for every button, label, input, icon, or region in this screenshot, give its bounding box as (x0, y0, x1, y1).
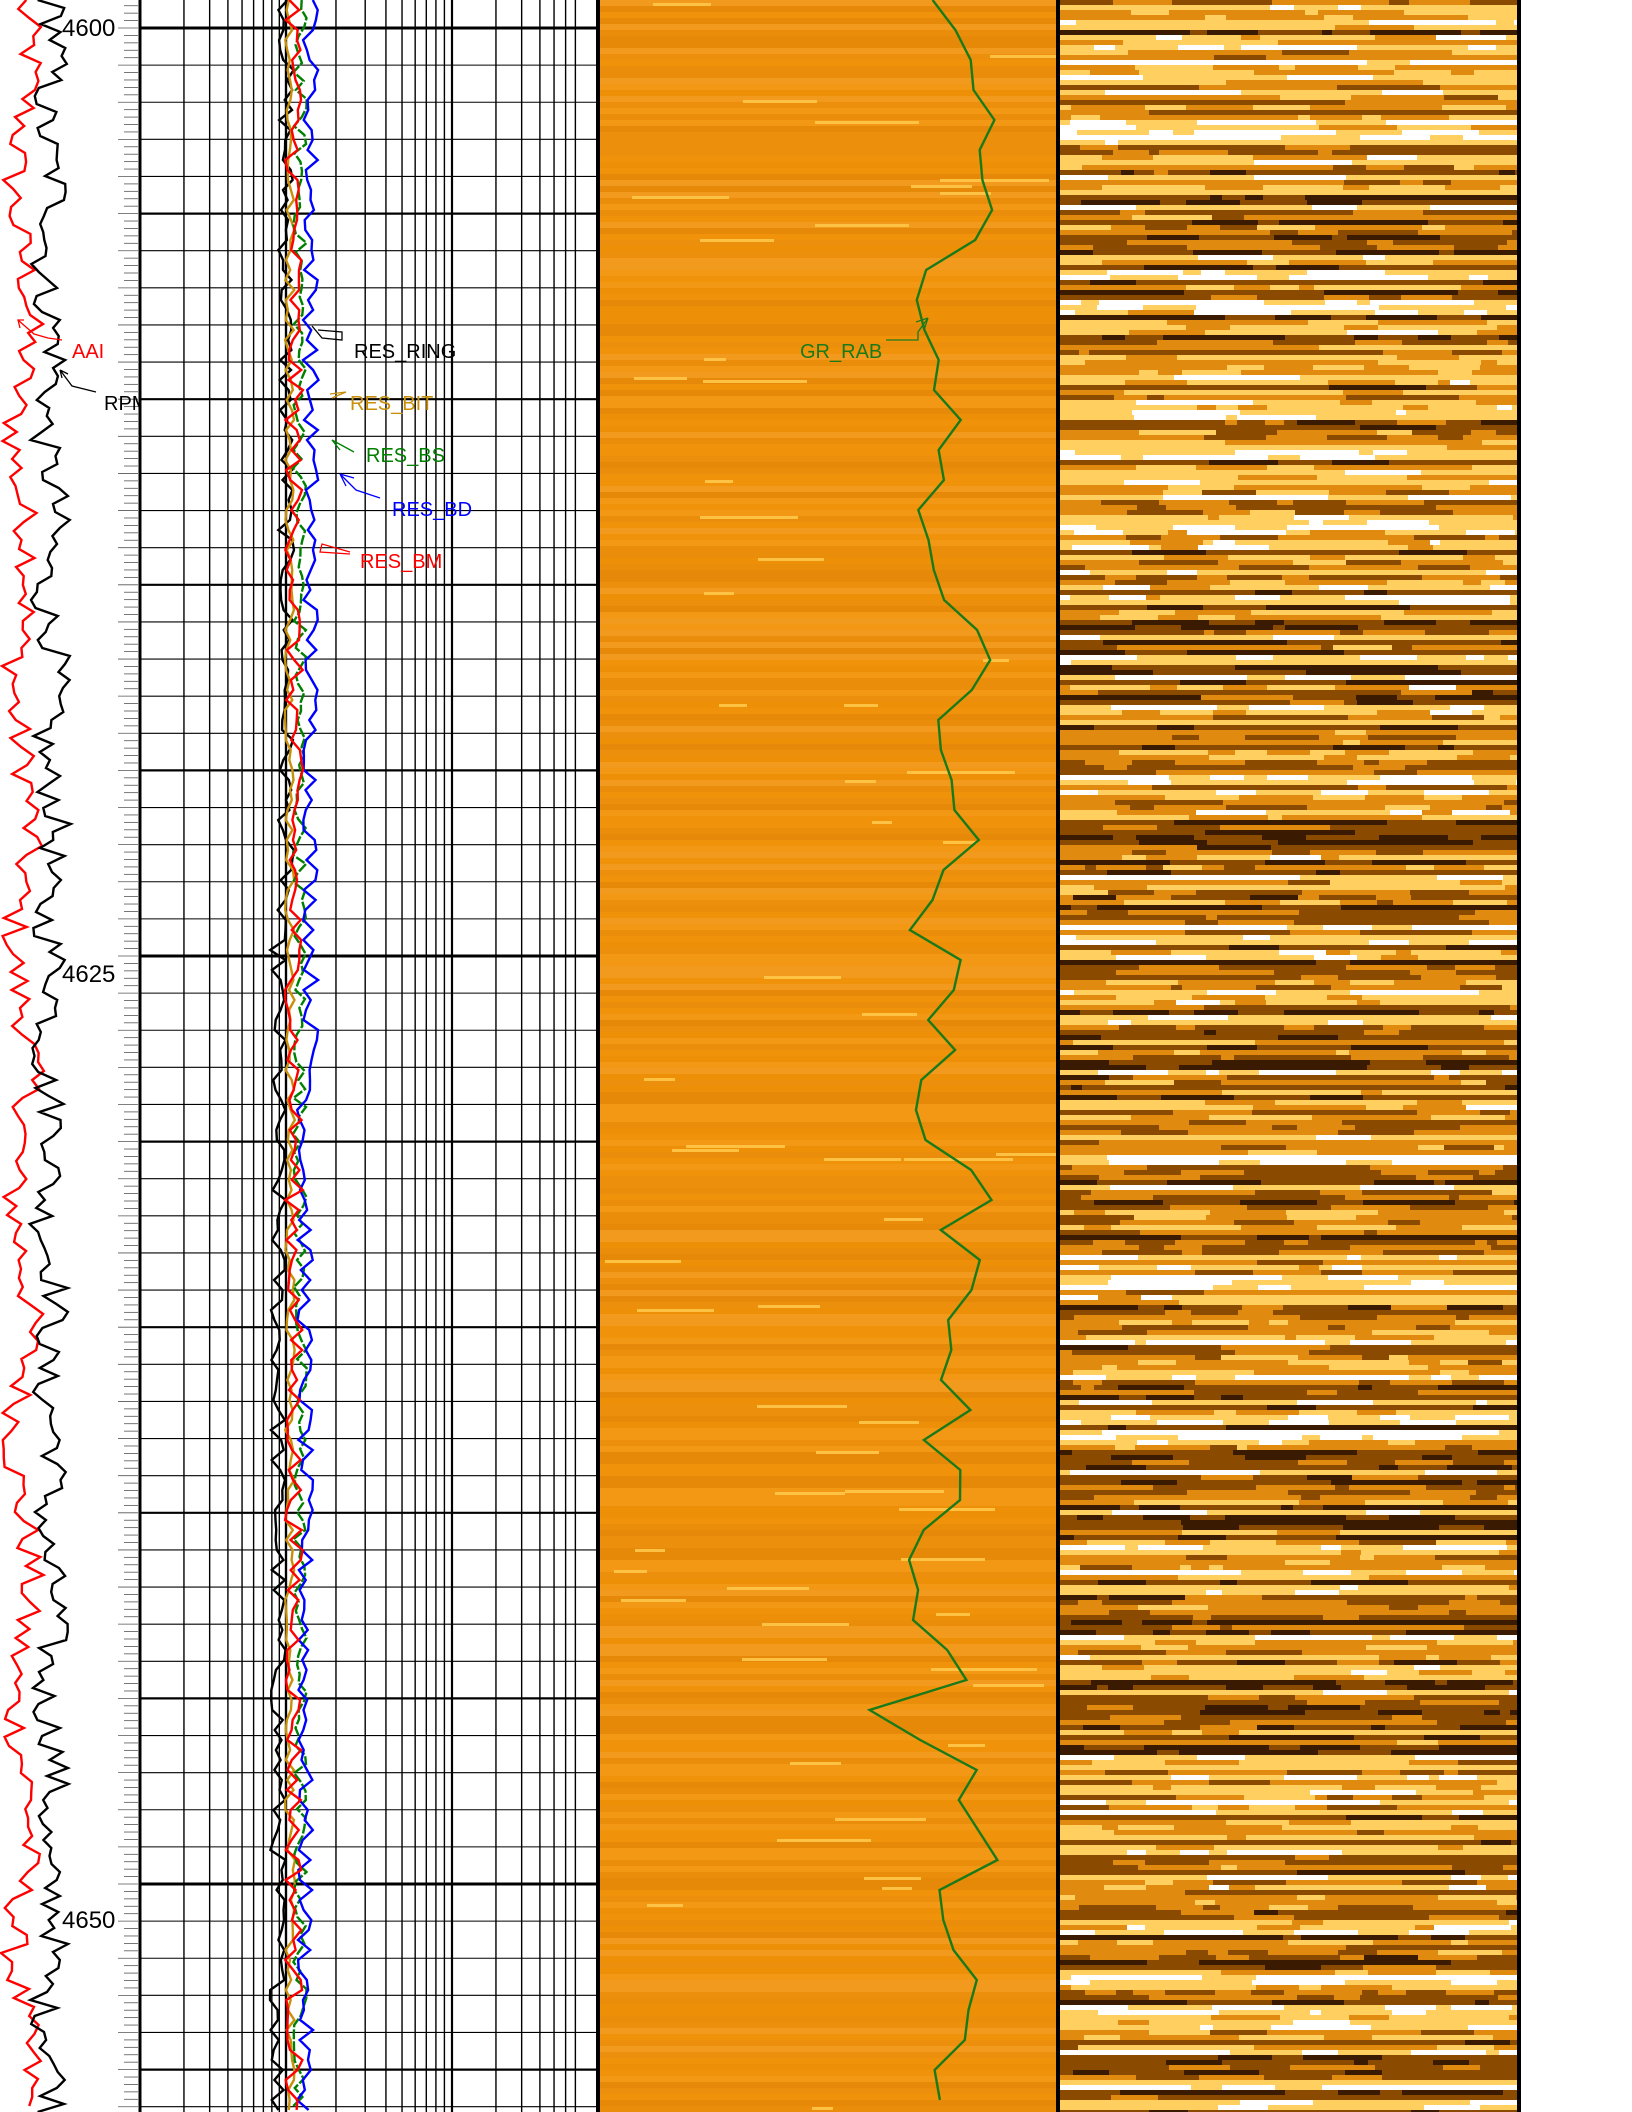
res-bs-label-arrow (331, 439, 355, 453)
track-4-image (1060, 0, 1518, 2112)
depth-label-4650: 4650 (62, 1907, 115, 1934)
res-ring-label-arrow (311, 325, 343, 341)
res-bm-curve (282, 0, 305, 2111)
res-bd-label-arrow (339, 473, 381, 499)
depth-tick-marks (118, 5, 138, 2108)
res-bit-label-arrow (329, 391, 347, 399)
rpm-label-arrow (59, 369, 97, 393)
res-bm-label-arrow (319, 543, 351, 555)
depth-label-4625: 4625 (62, 961, 115, 988)
gr-background-bands (600, 0, 1080, 2112)
aai-label: AAI (72, 341, 104, 363)
aai-curve (0, 0, 47, 2107)
gr-rab-curve (866, 0, 1000, 2101)
track-borders (138, 0, 1521, 2112)
res-bm-label: RES_BM (360, 551, 442, 573)
borehole-image (1060, 0, 1518, 2112)
aai-label-arrow (17, 319, 63, 341)
gr-rab-label: GR_RAB (800, 341, 882, 363)
res-bs-label: RES_BS (366, 445, 445, 467)
track-1-aai-rpm: 4600 4625 4650 AAI RPM_RAB (0, 0, 201, 2112)
log-grid (138, 0, 598, 2112)
gr-rab-label-arrow (886, 317, 929, 341)
rpm-rab-curve (26, 0, 75, 2112)
res-bit-label: RES_BIT (350, 393, 433, 415)
res-bd-curve (295, 0, 321, 2111)
res-ring-label: RES_RING (354, 341, 456, 363)
res-bs-curve (291, 0, 309, 2107)
track-3-gamma-ray: GR_RAB (600, 0, 1080, 2112)
res-bd-label: RES_BD (392, 499, 472, 521)
track-2-resistivity: RES_RING RES_BIT RES_BS RES_BD RES_BM (138, 0, 598, 2112)
depth-label-4600: 4600 (62, 15, 115, 42)
